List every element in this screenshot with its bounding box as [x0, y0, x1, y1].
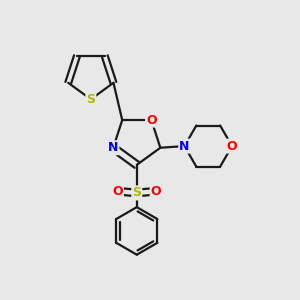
Text: O: O	[151, 185, 161, 198]
Text: S: S	[132, 186, 141, 200]
Text: O: O	[112, 185, 123, 198]
Text: O: O	[227, 140, 237, 153]
Text: N: N	[179, 140, 190, 153]
Text: O: O	[146, 114, 157, 127]
Text: N: N	[108, 141, 119, 154]
Text: S: S	[86, 93, 95, 106]
